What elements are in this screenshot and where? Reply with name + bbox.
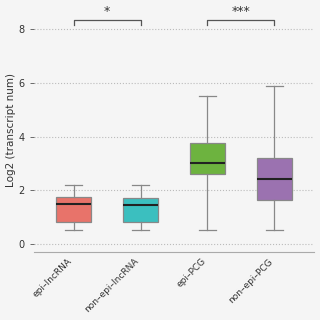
- Text: *: *: [104, 5, 110, 19]
- Text: ***: ***: [231, 5, 250, 19]
- Y-axis label: Log2 (transcript num): Log2 (transcript num): [5, 73, 16, 187]
- PathPatch shape: [123, 198, 158, 222]
- PathPatch shape: [190, 143, 225, 174]
- PathPatch shape: [257, 158, 292, 200]
- PathPatch shape: [56, 197, 91, 222]
